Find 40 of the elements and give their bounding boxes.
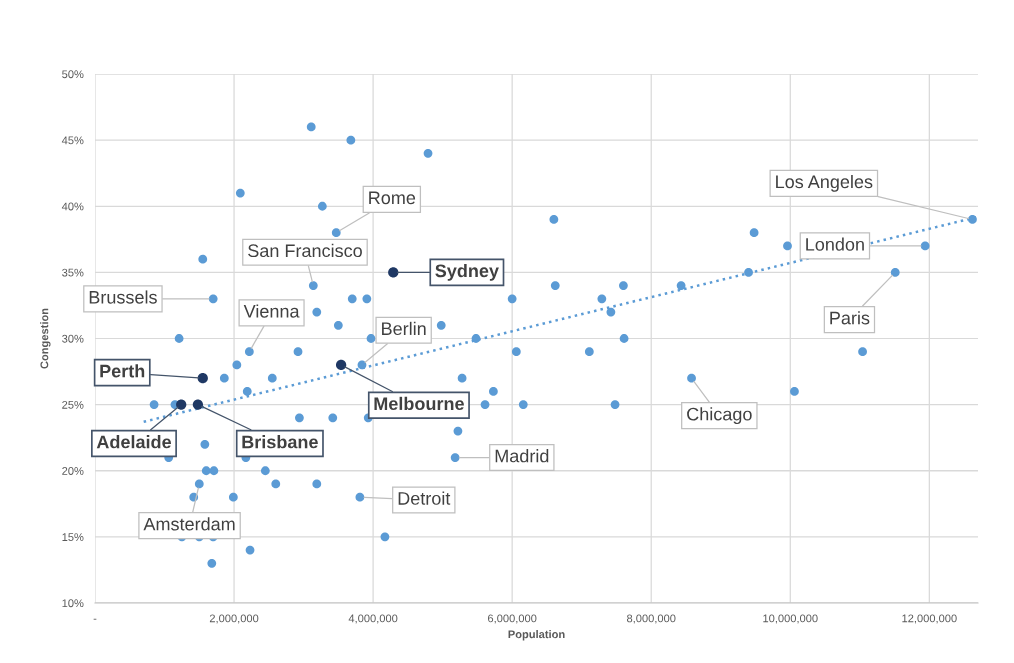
annotation: Berlin bbox=[382, 321, 426, 336]
annotation: Perth bbox=[100, 364, 145, 378]
x-tick-label: 6,000,000 bbox=[488, 614, 537, 624]
point bbox=[335, 359, 347, 371]
annotation: Rome bbox=[369, 191, 416, 205]
y-tick-label: 25% bbox=[62, 400, 84, 409]
annotation: Los Angeles bbox=[776, 174, 873, 192]
annotation: London bbox=[806, 237, 864, 251]
y-axis-title: Congestion bbox=[40, 308, 51, 369]
annotation: Brisbane bbox=[242, 435, 318, 449]
x-tick-label: 10,000,000 bbox=[763, 614, 818, 624]
y-tick-label: 15% bbox=[62, 533, 84, 542]
point bbox=[388, 267, 399, 278]
x-tick-label: 8,000,000 bbox=[626, 614, 676, 624]
annotation: San Francisco bbox=[248, 243, 362, 258]
point bbox=[192, 399, 204, 410]
annotation: Brussels bbox=[89, 290, 157, 304]
annotation: Paris bbox=[830, 311, 870, 325]
x-tick-label: 4,000,000 bbox=[348, 614, 398, 624]
annotation: Melbourne bbox=[374, 396, 464, 411]
x-tick-label: 2,000,000 bbox=[209, 614, 259, 624]
annotation: Madrid bbox=[495, 449, 549, 463]
x-tick-label: 12,000,000 bbox=[902, 614, 957, 624]
annotation: Vienna bbox=[243, 304, 300, 318]
point bbox=[197, 373, 208, 384]
x-tick-label: - bbox=[93, 618, 97, 620]
y-tick-label: 50% bbox=[62, 70, 84, 79]
annotation: Detroit bbox=[398, 491, 451, 505]
annotation: Chicago bbox=[687, 407, 752, 425]
y-tick-label: 10% bbox=[62, 599, 84, 608]
y-tick-label: 30% bbox=[62, 334, 84, 343]
annotation: Adelaide bbox=[96, 435, 172, 449]
point bbox=[176, 399, 187, 410]
x-axis-title: Population bbox=[508, 630, 565, 641]
y-tick-label: 40% bbox=[61, 202, 84, 211]
annotation: Amsterdam bbox=[143, 517, 235, 531]
annotation: Sydney bbox=[435, 263, 499, 281]
y-tick-label: 20% bbox=[62, 467, 84, 475]
y-tick-label: 45% bbox=[61, 136, 84, 145]
y-tick-label: 35% bbox=[62, 268, 84, 277]
